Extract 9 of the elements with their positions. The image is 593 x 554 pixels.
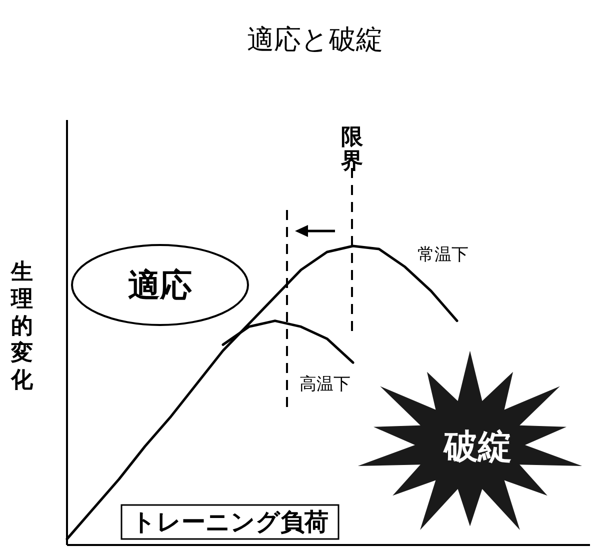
x-axis-title: トレーニング負荷 — [132, 508, 328, 536]
series-label: 高温下 — [300, 374, 350, 395]
annotation: 破綻 — [443, 427, 512, 467]
xlabel-box: トレーニング負荷 — [120, 504, 340, 540]
text: 限界 — [340, 124, 364, 174]
series-label: 常温下 — [418, 244, 468, 265]
chart-title: 適応と破綻 — [247, 24, 383, 56]
y-axis-title: 生理的変化 — [10, 260, 34, 392]
annotation: 適応 — [128, 266, 192, 304]
